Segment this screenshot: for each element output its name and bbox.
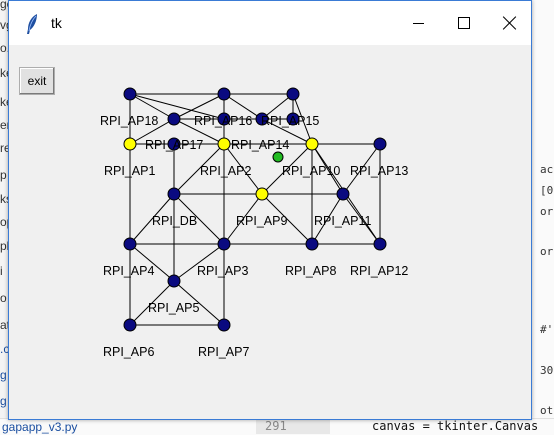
access-point-node[interactable] — [123, 237, 137, 251]
network-link — [129, 93, 175, 120]
access-point-node[interactable] — [217, 318, 231, 332]
background-sidebar-fragment: o — [0, 291, 7, 305]
network-link — [173, 93, 225, 120]
access-point-node[interactable] — [123, 87, 137, 101]
access-point-node[interactable] — [123, 318, 137, 332]
tk-window: tk exit RPI_AP18 RPI_AP16 RPI_AP14 RPI_AP15… — [8, 0, 532, 420]
node-label: RPI_AP15 — [261, 114, 319, 128]
network-link — [223, 193, 263, 245]
maximize-icon — [458, 17, 470, 29]
node-label: RPI_AP4 — [103, 264, 154, 278]
network-link — [173, 143, 225, 195]
access-point-node[interactable] — [217, 87, 231, 101]
access-point-node[interactable] — [217, 137, 231, 151]
background-code-fragment: ac — [540, 163, 554, 176]
background-line-number: 291 — [265, 419, 287, 433]
network-link — [261, 118, 313, 145]
node-label: RPI_AP5 — [148, 301, 199, 315]
node-label: RPI_AP7 — [198, 345, 249, 359]
tk-feather-icon — [27, 14, 37, 34]
minimize-icon — [412, 22, 424, 24]
access-point-node[interactable] — [305, 237, 319, 251]
background-line-number-gutter: 291 — [256, 418, 330, 434]
node-label: RPI_AP8 — [285, 264, 336, 278]
network-link — [223, 143, 263, 195]
network-link — [129, 243, 175, 282]
node-label: RPI_DB — [152, 214, 197, 228]
node-label: RPI_AP9 — [236, 214, 287, 228]
network-link — [129, 193, 175, 245]
background-sidebar-fragment: p — [0, 168, 7, 182]
access-point-node[interactable] — [123, 137, 137, 151]
background-code-line: canvas = tkinter.Canvas — [0, 418, 554, 434]
access-point-node[interactable] — [373, 237, 387, 251]
access-point-node[interactable] — [167, 274, 181, 288]
window-title: tk — [51, 15, 62, 31]
background-sidebar-fragment: .c — [0, 342, 10, 356]
background-code-fragment: or — [540, 205, 554, 218]
network-link — [342, 143, 381, 195]
network-link — [223, 93, 263, 120]
background-code-fragment: [0 — [540, 184, 554, 197]
access-point-node[interactable] — [167, 137, 181, 151]
current-position-marker[interactable] — [272, 151, 284, 163]
network-link — [311, 193, 344, 245]
node-label: RPI_AP16 — [194, 114, 252, 128]
minimize-button[interactable] — [395, 1, 441, 45]
network-canvas[interactable]: RPI_AP18 RPI_AP16 RPI_AP14 RPI_AP15 RPI_AP1 R… — [9, 1, 531, 419]
network-link — [129, 118, 175, 145]
background-sidebar-fragment: g — [0, 394, 7, 408]
network-link — [129, 93, 225, 120]
background-code-fragment: or — [540, 245, 554, 258]
node-label: RPI_AP12 — [350, 264, 408, 278]
node-label: RPI_AP18 — [100, 114, 158, 128]
access-point-node[interactable] — [286, 87, 300, 101]
background-code-fragment: ot — [540, 404, 554, 417]
node-label: RPI_AP1 — [104, 164, 155, 178]
network-link — [261, 93, 294, 120]
network-link — [173, 193, 225, 245]
background-code-fragment: 30 — [540, 364, 554, 377]
node-label: RPI_AP2 — [200, 164, 251, 178]
node-label: RPI_AP3 — [197, 264, 248, 278]
background-file-name[interactable]: gapapp_v3.py — [2, 420, 78, 434]
network-link — [129, 280, 175, 326]
node-label: RPI_AP17 — [145, 138, 203, 152]
network-link — [292, 93, 313, 145]
access-point-node[interactable] — [217, 237, 231, 251]
node-label: RPI_AP6 — [103, 345, 154, 359]
background-sidebar-fragment: at — [0, 318, 11, 332]
background-sidebar-fragment: i — [0, 264, 3, 278]
node-label: RPI_AP14 — [231, 138, 289, 152]
node-label: RPI_AP11 — [314, 214, 371, 228]
node-label: RPI_AP13 — [350, 164, 408, 178]
background-sidebar-fragment: pl — [0, 239, 10, 253]
access-point-node[interactable] — [255, 112, 269, 126]
access-point-node[interactable] — [286, 112, 300, 126]
access-point-node[interactable] — [167, 187, 181, 201]
network-link — [261, 143, 313, 195]
node-label: RPI_AP10 — [282, 164, 340, 178]
background-code-text: canvas = tkinter.Canvas — [372, 419, 539, 433]
background-sidebar-fragment: g — [0, 368, 7, 382]
background-code-fragment: #' — [540, 323, 554, 336]
network-link — [173, 243, 225, 282]
maximize-button[interactable] — [441, 1, 487, 45]
access-point-node[interactable] — [255, 187, 269, 201]
access-point-node[interactable] — [217, 112, 231, 126]
background-editor-code-right: ac [0 or or #' 30 ot — [532, 0, 554, 434]
access-point-node[interactable] — [167, 112, 181, 126]
background-sidebar-fragment: re — [0, 141, 11, 155]
network-link — [261, 193, 313, 245]
access-point-node[interactable] — [373, 137, 387, 151]
network-link — [173, 118, 225, 145]
access-point-node[interactable] — [305, 137, 319, 151]
network-link — [173, 280, 225, 326]
title-bar[interactable]: tk — [9, 1, 531, 45]
exit-button[interactable]: exit — [19, 67, 55, 95]
access-point-node[interactable] — [336, 187, 350, 201]
